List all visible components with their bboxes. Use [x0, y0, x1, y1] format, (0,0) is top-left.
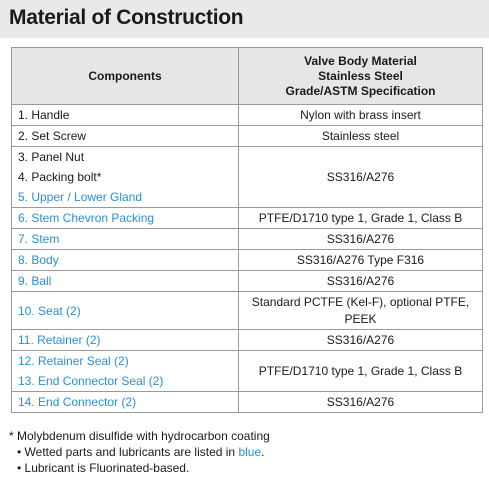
material-cell: Standard PCTFE (Kel-F), optional PTFE, PE…	[238, 291, 483, 330]
material-header-line: Stainless Steel	[318, 68, 403, 83]
component-name: 8. Body	[18, 253, 59, 267]
table-row: 8. Body SS316/A276 Type F316	[11, 249, 483, 271]
component-cell: 14. End Connector (2)	[11, 391, 239, 413]
table-body: 1. Handle Nylon with brass insert 2. Set S…	[11, 104, 483, 413]
component-cell: 8. Body	[11, 249, 239, 271]
footnote-wetted-suffix: .	[261, 445, 265, 459]
material-cell: SS316/A276	[238, 270, 483, 292]
component-cell: 9. Ball	[11, 270, 239, 292]
component-name: 1. Handle	[18, 108, 70, 122]
table-row: 10. Seat (2) Standard PCTFE (Kel-F), opti…	[11, 291, 483, 330]
material-cell: PTFE/D1710 type 1, Grade 1, Class B	[238, 350, 483, 392]
material-spec: SS316/A276	[326, 169, 395, 184]
material-cell: Nylon with brass insert	[238, 104, 483, 126]
component-name: 2. Set Screw	[18, 129, 87, 143]
material-header-line: Valve Body Material	[304, 53, 417, 68]
component-name: 4. Packing bolt*	[18, 170, 102, 184]
material-header-line: Grade/ASTM Specification	[285, 83, 436, 98]
table-row: 6. Stem Chevron Packing PTFE/D1710 type 1…	[11, 207, 483, 229]
material-header: Valve Body Material Stainless Steel Grad…	[238, 47, 483, 105]
footnote-wetted-prefix: • Wetted parts and lubricants are listed…	[17, 445, 239, 459]
component-cell: 2. Set Screw	[11, 125, 239, 147]
table-header-row: Components Valve Body Material Stainless…	[11, 47, 483, 105]
material-table: Components Valve Body Material Stainless…	[11, 47, 483, 413]
material-cell: SS316/A276	[238, 228, 483, 250]
component-cell: 6. Stem Chevron Packing	[11, 207, 239, 229]
material-cell: SS316/A276	[238, 329, 483, 351]
component-cell: 3. Panel Nut 4. Packing bolt* 5. Upper / L…	[11, 146, 239, 208]
material-spec: PEEK	[344, 311, 377, 326]
component-cell: 11. Retainer (2)	[11, 329, 239, 351]
page-title: Material of Construction	[9, 6, 244, 29]
table-row: 2. Set Screw Stainless steel	[11, 125, 483, 147]
material-spec: SS316/A276	[326, 394, 395, 409]
material-spec: Stainless steel	[321, 128, 400, 143]
component-name: 11. Retainer (2)	[18, 333, 101, 347]
table-row: 12. Retainer Seal (2) 13. End Connector S…	[11, 350, 483, 392]
material-spec: SS316/A276	[326, 332, 395, 347]
component-name: 5. Upper / Lower Gland	[18, 190, 143, 204]
component-cell: 1. Handle	[11, 104, 239, 126]
title-bar: Material of Construction	[0, 0, 489, 38]
table-row: 3. Panel Nut 4. Packing bolt* 5. Upper / L…	[11, 146, 483, 208]
table-row: 14. End Connector (2) SS316/A276	[11, 391, 483, 413]
footnote-coating: * Molybdenum disulfide with hydrocarbon …	[9, 429, 270, 443]
table-row: 9. Ball SS316/A276	[11, 270, 483, 292]
material-spec: Nylon with brass insert	[300, 107, 421, 122]
footnote-blue-word: blue	[238, 445, 262, 459]
component-name: 10. Seat (2)	[18, 303, 81, 318]
component-name: 7. Stem	[18, 232, 60, 246]
table-row: 1. Handle Nylon with brass insert	[11, 104, 483, 126]
material-spec: Standard PCTFE (Kel-F), optional PTFE,	[251, 294, 470, 309]
component-name: 9. Ball	[18, 274, 52, 288]
material-cell: Stainless steel	[238, 125, 483, 147]
component-cell: 12. Retainer Seal (2) 13. End Connector S…	[11, 350, 239, 392]
component-cell: 10. Seat (2)	[11, 291, 239, 330]
footnotes: * Molybdenum disulfide with hydrocarbon …	[9, 428, 270, 476]
material-spec: PTFE/D1710 type 1, Grade 1, Class B	[258, 210, 463, 225]
material-cell: SS316/A276	[238, 146, 483, 208]
component-name: 14. End Connector (2)	[18, 395, 137, 409]
material-spec: SS316/A276 Type F316	[296, 252, 425, 267]
footnote-lubricant: • Lubricant is Fluorinated-based.	[17, 461, 190, 475]
component-cell: 7. Stem	[11, 228, 239, 250]
material-cell: SS316/A276	[238, 391, 483, 413]
components-header: Components	[11, 47, 239, 105]
material-spec: SS316/A276	[326, 273, 395, 288]
material-cell: SS316/A276 Type F316	[238, 249, 483, 271]
component-name: 6. Stem Chevron Packing	[18, 211, 155, 225]
component-name: 12. Retainer Seal (2)	[18, 354, 129, 368]
component-name: 3. Panel Nut	[18, 150, 85, 164]
footnote-wetted: • Wetted parts and lubricants are listed…	[9, 444, 270, 460]
material-cell: PTFE/D1710 type 1, Grade 1, Class B	[238, 207, 483, 229]
table-row: 7. Stem SS316/A276	[11, 228, 483, 250]
component-name: 13. End Connector Seal (2)	[18, 374, 164, 388]
material-spec: SS316/A276	[326, 231, 395, 246]
table-row: 11. Retainer (2) SS316/A276	[11, 329, 483, 351]
material-spec: PTFE/D1710 type 1, Grade 1, Class B	[258, 363, 463, 378]
